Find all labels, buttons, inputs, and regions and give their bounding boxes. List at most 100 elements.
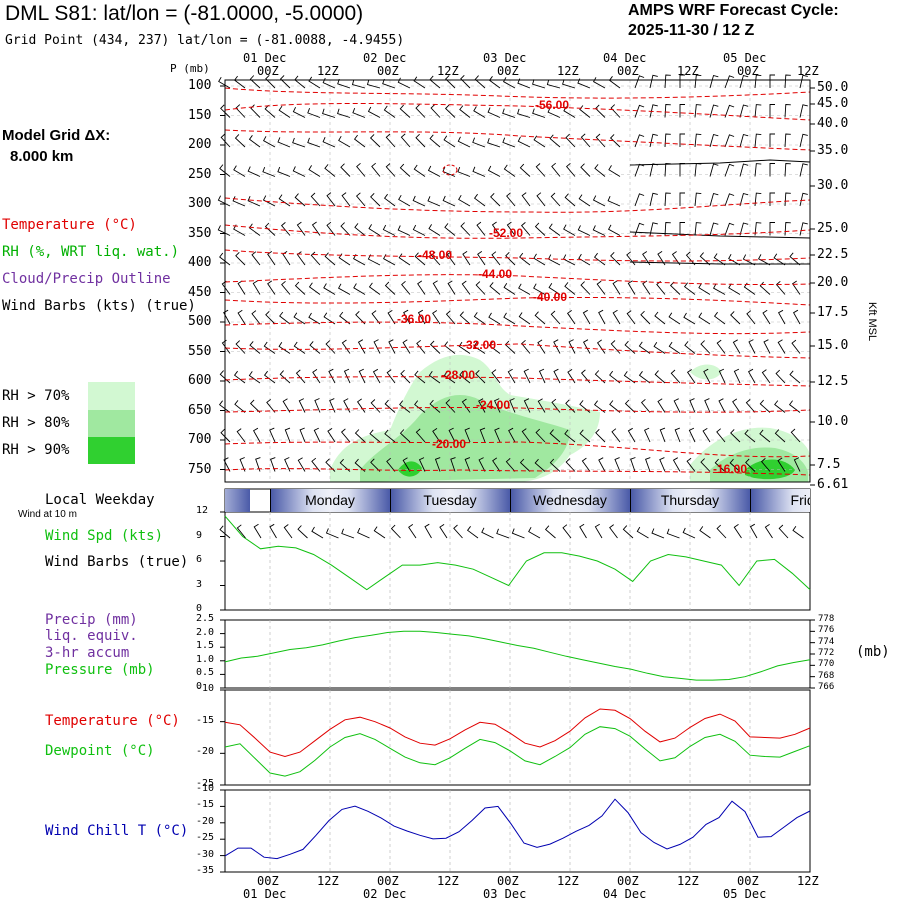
wind-barb (799, 133, 808, 148)
wind-barb (624, 340, 636, 354)
wind-barb (279, 370, 291, 384)
wind-barb (746, 310, 756, 325)
surface-wind-barb (682, 527, 696, 539)
wind-barb (442, 195, 456, 207)
top-hour-label: 12Z (317, 64, 339, 78)
wind-barb (634, 193, 645, 207)
wind-barb (401, 280, 411, 295)
wind-barb (353, 134, 366, 148)
wind-barb (384, 281, 396, 295)
wind-barb (649, 192, 658, 207)
wind-barb (653, 341, 666, 354)
wind-barb (382, 78, 396, 89)
wind-panel-tick-label: 9 (196, 529, 203, 541)
wind-barb (724, 104, 735, 118)
wind-barb (694, 104, 702, 118)
wind-barb (774, 429, 786, 443)
wind-barb (353, 283, 366, 295)
wind-barb (769, 74, 775, 88)
wind-barb (428, 371, 441, 384)
wind-barb (709, 104, 719, 118)
wind-barb (733, 368, 741, 384)
wind-barb (278, 105, 291, 118)
wind-barb (458, 341, 471, 354)
wind-barb (491, 369, 501, 384)
weekday-label: Sunday (225, 492, 250, 508)
wind-barb (732, 339, 741, 354)
pressure-tick-label: 300 (188, 196, 212, 211)
precip-panel-tick-label: 2.0 (196, 626, 215, 638)
wind-barb (623, 371, 636, 384)
wind-barb (716, 339, 726, 354)
precip-panel-right-tick-label: 772 (818, 648, 835, 658)
weekday-cell (225, 489, 250, 512)
wind-barb (664, 74, 671, 89)
wind-barb (384, 429, 396, 443)
wind-barb (445, 399, 456, 413)
wind-barb (398, 194, 411, 207)
top-date-label: 05 Dec (723, 51, 767, 65)
wind-barb (784, 74, 791, 89)
pressure-tick-label: 200 (188, 137, 212, 152)
pressure-tick-label: 400 (188, 255, 212, 270)
wind-barb (265, 74, 276, 89)
wind-barb (537, 398, 546, 413)
wind-barb (415, 104, 426, 118)
wind-barb (698, 283, 711, 295)
weekday-label: Friday (790, 492, 810, 508)
wind-barb (296, 221, 306, 236)
wind-barb (592, 77, 606, 89)
wind-barb (415, 428, 426, 443)
wind-barb (609, 400, 621, 413)
wind-barb (519, 458, 531, 472)
top-hour-label: 00Z (497, 64, 519, 78)
wind-barb (399, 163, 411, 177)
wind-barb (739, 192, 749, 207)
temperature-contour (224, 468, 811, 476)
accum-label: 3-hr accum (45, 645, 130, 661)
wind-barb (694, 133, 702, 148)
wind-barb (519, 163, 531, 177)
windchill-panel-tick-label: -15 (196, 799, 215, 811)
wind-barb (739, 133, 749, 148)
wind-barb (517, 108, 531, 118)
wind-barb (579, 429, 591, 443)
wind-barb (563, 224, 576, 236)
height-tick-label: 12.5 (817, 374, 849, 389)
wind-barb (668, 341, 681, 354)
top-hour-label: 12Z (557, 64, 579, 78)
wind-barb (739, 104, 749, 118)
wind-barb (340, 163, 351, 177)
wind-barb (799, 163, 808, 177)
wind-barb (612, 309, 621, 325)
wind-barb (279, 311, 291, 325)
legend-rh: RH (%, WRT liq. wat.) (2, 244, 180, 260)
wind-barb (418, 457, 426, 472)
wind-barb (724, 163, 735, 177)
surface-wind-barb (594, 523, 603, 539)
wind-barb (264, 222, 276, 236)
wind-barb (414, 252, 426, 266)
wind-barb (487, 107, 501, 118)
wind-barb (322, 108, 336, 118)
wind-barb (607, 224, 621, 236)
wind-barb (472, 166, 486, 177)
bottom-hour-label: 12Z (437, 874, 459, 888)
wind-barb (217, 225, 231, 236)
surface-wind-barb (749, 523, 758, 539)
wind-barb (745, 458, 756, 472)
grid-point-info: Grid Point (434, 237) lat/lon = (-81.008… (5, 33, 405, 48)
wind-barb (397, 225, 411, 236)
wind-barb (700, 340, 711, 354)
wind-barb (774, 400, 786, 413)
wind-barb (491, 221, 501, 236)
wind-barb (502, 77, 516, 89)
pressure-line (224, 630, 811, 681)
wind-barb (307, 108, 321, 118)
bottom-hour-label: 00Z (617, 874, 639, 888)
wind-barb (478, 457, 486, 472)
wind-barb (351, 79, 366, 89)
wind-barb (355, 192, 366, 207)
wind-barb (788, 400, 801, 413)
